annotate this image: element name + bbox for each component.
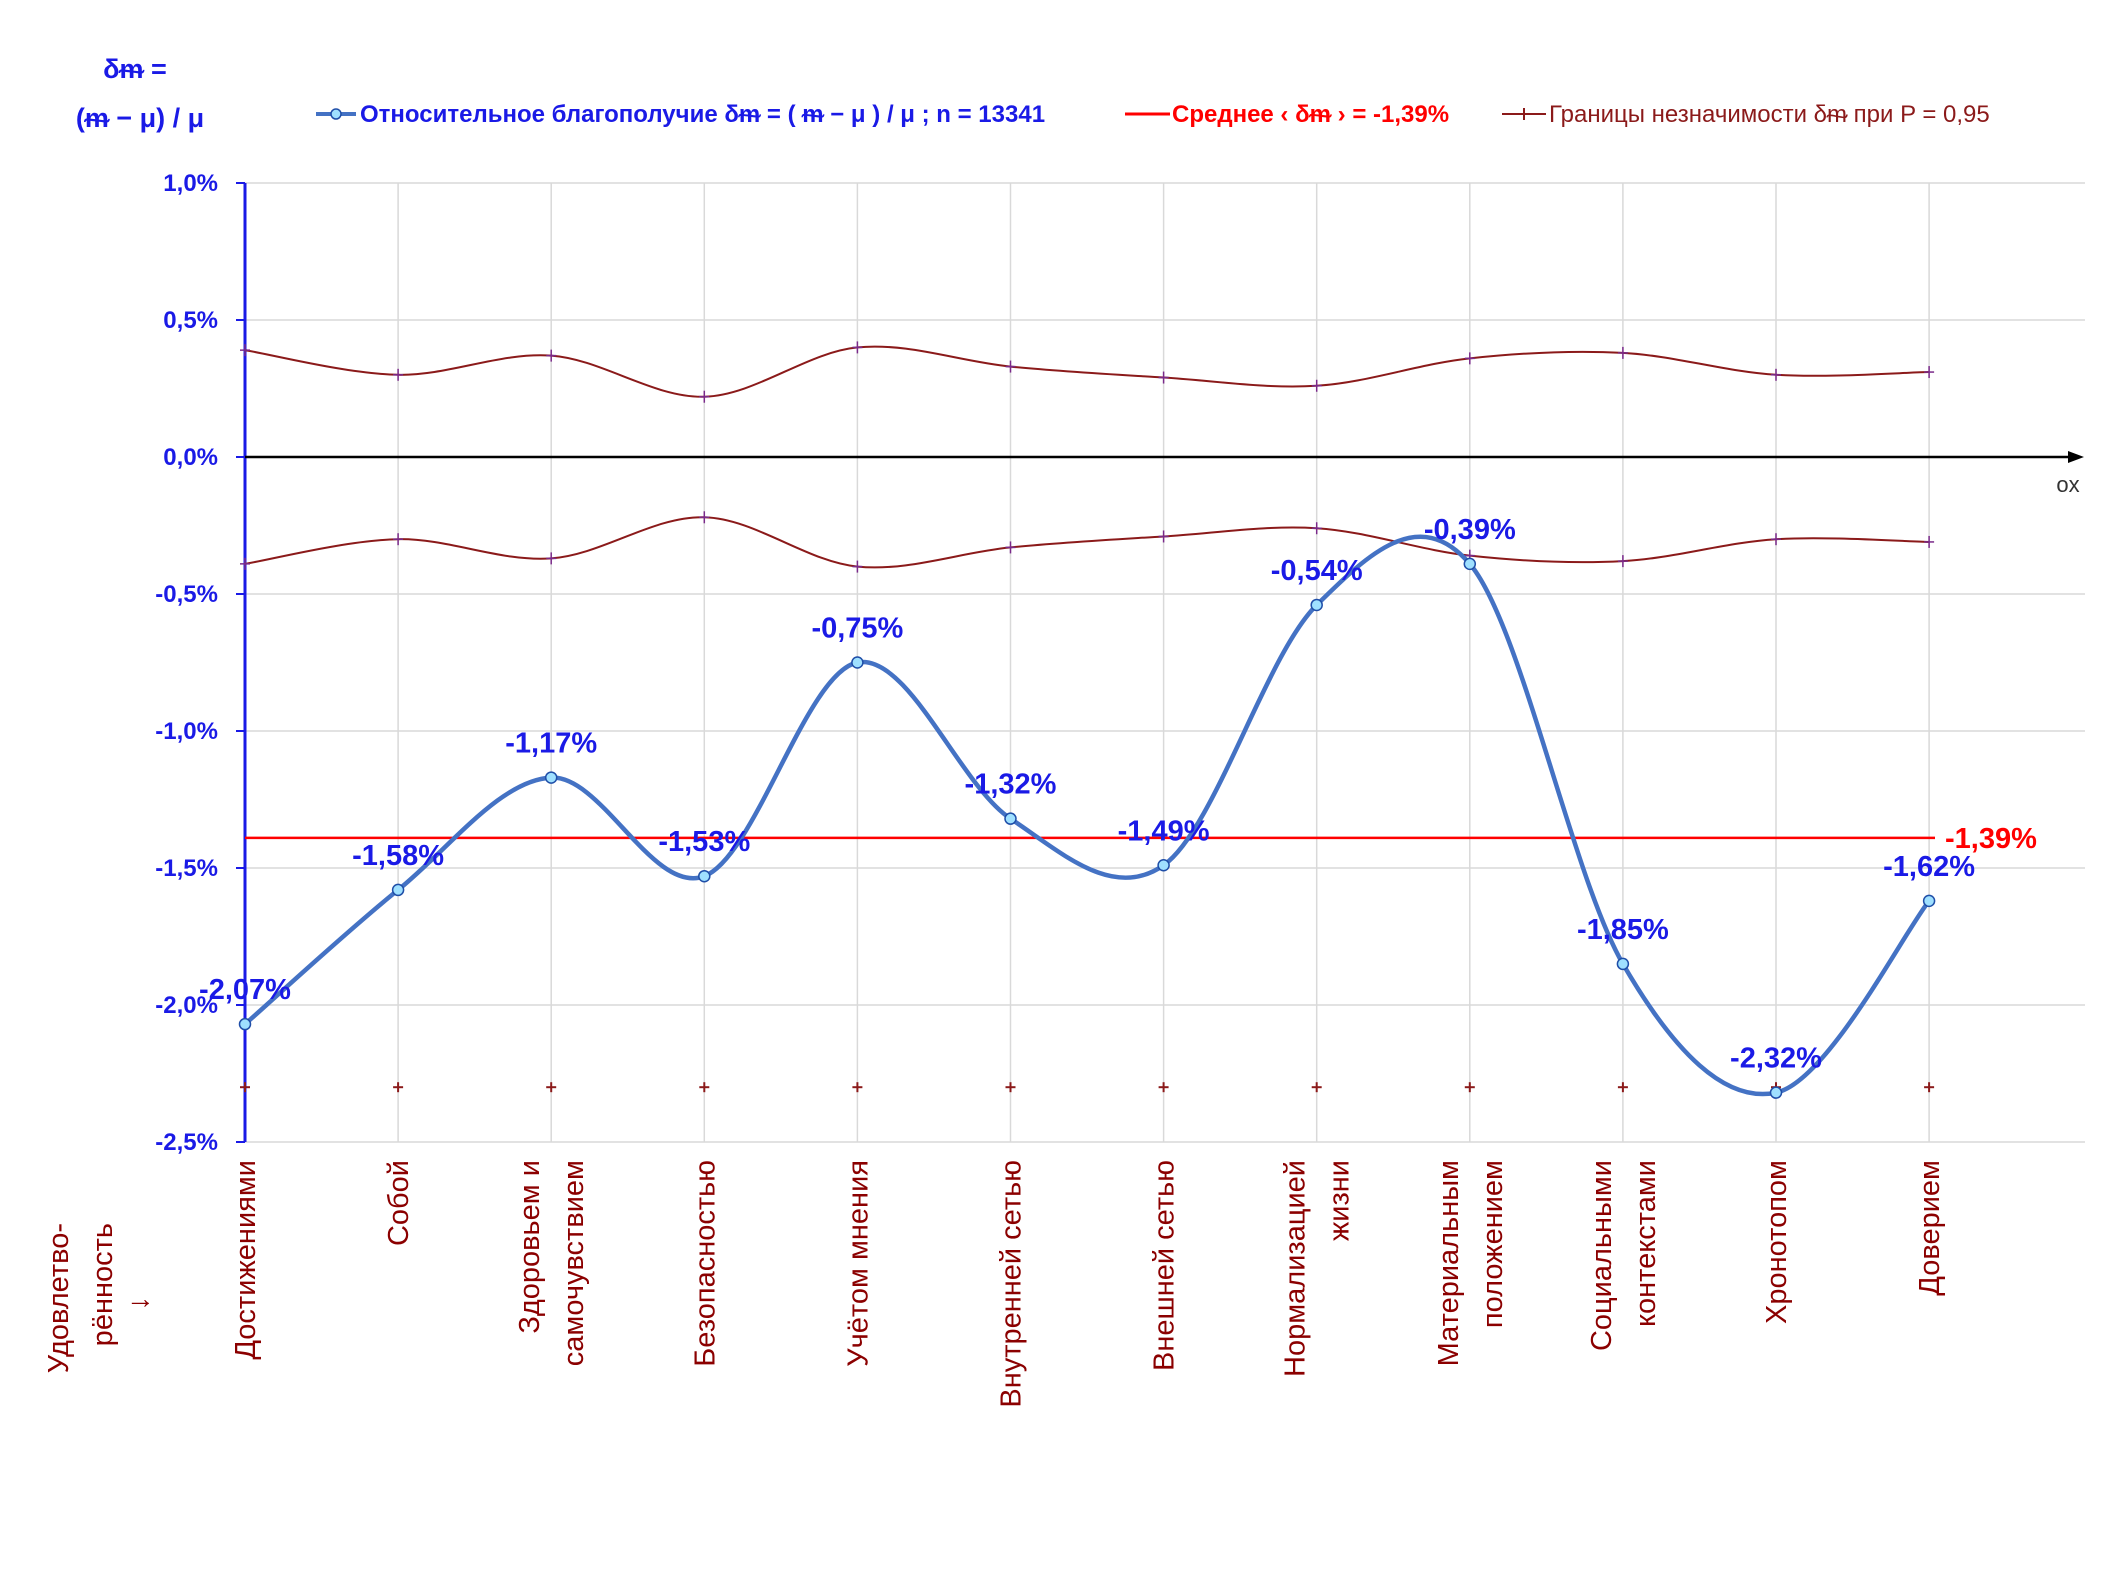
axes: 1,0% 0,5% 0,0% -0,5% -1,0% -1,5% -2,0% -2,5% — [155, 170, 2084, 1156]
y-tick-label: -0,5% — [155, 581, 218, 608]
legend: Относительное благополучие δᵯ = ( ᵯ − μ … — [316, 101, 1990, 128]
main-series-point — [544, 771, 558, 784]
category-label: Доверием — [1914, 1160, 1946, 1296]
main-series-data-label: -1,32% — [965, 769, 1057, 801]
main-series-point — [1769, 1086, 1783, 1099]
category-label: Нормализацией жизни — [1280, 1160, 1356, 1377]
category-label-line: Нормализацией — [1280, 1160, 1312, 1377]
y-tick-label: 1,0% — [163, 170, 218, 197]
x-axis-name: ox — [2056, 472, 2079, 497]
category-label-line: самочувствием — [558, 1160, 590, 1366]
x-axis-title: Удовлетво-рённость ↓ — [43, 1223, 155, 1373]
category-label: Собой — [383, 1160, 415, 1246]
x-axis-title-line: рённость — [87, 1223, 119, 1346]
category-label-line: Внутренней сетью — [996, 1160, 1028, 1408]
main-series-point — [1463, 557, 1477, 571]
category-label-line: Доверием — [1914, 1160, 1946, 1296]
main-series-data-label: -1,17% — [505, 728, 597, 760]
y-tick-label: 0,5% — [163, 307, 218, 334]
y-tick-label: -1,0% — [155, 718, 218, 745]
x-axis-title-line: ↓ — [123, 1296, 155, 1311]
main-series-data-label: -2,32% — [1730, 1043, 1822, 1075]
main-series-data-label: -0,39% — [1424, 514, 1516, 546]
main-series-data-label: -0,54% — [1271, 555, 1363, 587]
main-series-data-label: -1,53% — [658, 826, 750, 858]
y-axis-title-line2: (ᵯ − μ) / μ — [76, 103, 204, 133]
main-series-point — [1922, 894, 1936, 908]
category-label-line: Внешней сетью — [1149, 1160, 1181, 1371]
main-series-point — [391, 883, 405, 897]
main-series-data-label: -1,62% — [1883, 851, 1975, 883]
category-label-line: жизни — [1324, 1160, 1356, 1241]
main-series-point — [238, 1017, 252, 1031]
main-series-data-label: -1,58% — [352, 840, 444, 872]
category-label-line: Достижениями — [230, 1160, 262, 1360]
category-labels: Достижениями Собой Здоровьем и самочувствие… — [230, 1160, 1946, 1408]
main-series-point — [1004, 812, 1017, 825]
x-axis-arrow — [2068, 451, 2084, 463]
category-label: Учётом мнения — [842, 1160, 874, 1367]
y-axis-title-line1: δᵯ = — [103, 54, 167, 84]
main-series-data-label: -0,75% — [811, 613, 903, 645]
category-label-line: Здоровьем и — [514, 1160, 546, 1334]
main-series-point — [1157, 859, 1170, 872]
mean-value-label: -1,39% — [1945, 823, 2037, 855]
category-label: Здоровьем и самочувствием — [514, 1160, 590, 1366]
category-label-line: Учётом мнения — [842, 1160, 874, 1367]
category-label: Хронотопом — [1761, 1160, 1793, 1324]
legend-bounds-label: Границы незначимости δᵯ при P = 0,95 — [1549, 101, 1990, 128]
category-label-line: положением — [1477, 1160, 1509, 1328]
main-series-point — [1616, 957, 1630, 971]
data-labels: -1,39% -2,07% -1,58% -1,17% -1,53% -0,75% -1,3… — [199, 514, 2037, 1075]
category-label: Внутренней сетью — [996, 1160, 1028, 1408]
x-axis-title-line: Удовлетво- — [43, 1223, 75, 1373]
legend-mean-label: Среднее ‹ δᵯ › = -1,39% — [1172, 101, 1449, 128]
main-series-data-label: -1,49% — [1118, 815, 1210, 847]
y-tick-label: -2,5% — [155, 1129, 218, 1156]
category-label: Безопасностью — [689, 1160, 721, 1367]
category-label-line: Собой — [383, 1160, 415, 1246]
y-tick-label: -2,0% — [155, 992, 218, 1019]
category-label-line: Материальным — [1433, 1160, 1465, 1366]
bound-line-upper — [244, 345, 1930, 398]
main-series-point — [851, 656, 864, 669]
category-label-line: Социальными — [1586, 1160, 1618, 1351]
category-label: Достижениями — [230, 1160, 262, 1360]
bound-line-lower — [244, 516, 1930, 569]
y-tick-label: -1,5% — [155, 855, 218, 882]
category-label: Внешней сетью — [1149, 1160, 1181, 1371]
series — [238, 341, 1936, 1099]
legend-main-label: Относительное благополучие δᵯ = ( ᵯ − μ … — [360, 101, 1045, 128]
category-label-line: Безопасностью — [689, 1160, 721, 1367]
legend-main-marker — [330, 108, 342, 120]
category-label-line: Хронотопом — [1761, 1160, 1793, 1324]
category-label: Социальными контекстами — [1586, 1160, 1662, 1351]
category-label: Материальным положением — [1433, 1160, 1509, 1366]
main-series-data-label: -1,85% — [1577, 914, 1669, 946]
main-series-line — [243, 534, 1931, 1097]
grid — [244, 182, 2085, 1143]
main-series-point — [698, 869, 711, 883]
main-series-point — [1310, 598, 1323, 612]
y-tick-label: 0,0% — [163, 444, 218, 471]
main-series-data-label: -2,07% — [199, 974, 291, 1006]
category-label-line: контекстами — [1630, 1160, 1662, 1327]
